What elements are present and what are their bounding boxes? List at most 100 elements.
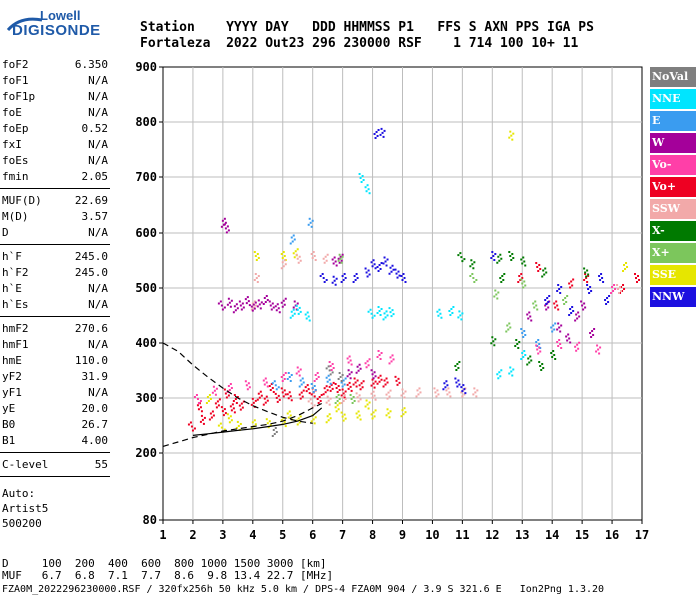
param-he: h`E N/A — [2, 282, 108, 298]
echo-mark — [367, 269, 370, 272]
echo-mark — [473, 281, 476, 283]
dashed-curve — [162, 342, 313, 424]
echo-mark — [334, 283, 337, 286]
param-value: 2.05 — [81, 170, 109, 183]
echo-mark — [263, 397, 266, 400]
echo-mark — [311, 387, 314, 389]
echo-mark — [605, 303, 608, 305]
echo-mark — [337, 257, 340, 260]
echo-mark — [350, 389, 353, 392]
echo-mark — [575, 349, 578, 352]
param-fmin: fmin 2.05 — [2, 170, 108, 186]
echo-mark — [602, 281, 605, 283]
param-key: fxI — [2, 138, 22, 151]
echo-mark — [265, 295, 268, 297]
echo-mark — [597, 348, 600, 351]
echo-mark — [329, 382, 332, 385]
y-tick-label: 300 — [135, 391, 157, 405]
echo-mark — [560, 286, 563, 288]
param-key: h`E — [2, 282, 22, 295]
echo-mark — [223, 428, 226, 431]
echo-mark — [461, 312, 464, 315]
echo-mark — [292, 306, 295, 309]
echo-mark — [548, 295, 551, 297]
echo-mark — [511, 138, 514, 141]
echo-mark — [335, 410, 338, 413]
echo-mark — [368, 401, 371, 404]
echo-mark — [356, 396, 359, 399]
echo-mark — [314, 259, 317, 261]
header-line1: Station YYYY DAY DDD HHMMSS P1 FFS S AXN… — [140, 20, 594, 35]
echo-mark — [398, 381, 401, 384]
echo-mark — [395, 379, 398, 382]
echo-mark — [456, 385, 459, 388]
echo-mark — [314, 389, 317, 391]
echo-mark — [328, 413, 331, 416]
echo-mark — [346, 375, 349, 378]
echo-mark — [569, 286, 572, 289]
echo-mark — [608, 295, 611, 297]
echo-mark — [289, 414, 292, 417]
echo-mark — [382, 318, 385, 321]
echo-mark — [265, 381, 268, 384]
echo-mark — [529, 355, 532, 358]
muf-table: D 100 200 400 600 800 1000 1500 3000 [km… — [2, 558, 333, 582]
echo-mark — [259, 307, 262, 310]
echo-mark — [241, 302, 244, 305]
echo-mark — [599, 279, 602, 281]
echo-mark — [267, 426, 270, 429]
echo-mark — [193, 396, 196, 398]
echo-mark — [215, 406, 218, 409]
echo-mark — [274, 384, 277, 387]
echo-mark — [384, 383, 387, 386]
echo-mark — [348, 381, 351, 384]
echo-mark — [492, 255, 495, 257]
echo-mark — [195, 394, 198, 396]
echo-mark — [338, 253, 341, 256]
echo-mark — [320, 394, 323, 396]
echo-mark — [233, 305, 236, 308]
echo-mark — [343, 413, 346, 416]
echo-mark — [379, 374, 382, 377]
echo-mark — [265, 395, 268, 398]
echo-mark — [400, 275, 403, 277]
echo-mark — [444, 386, 447, 389]
echo-mark — [434, 391, 437, 394]
echo-mark — [537, 339, 540, 341]
echo-mark — [502, 279, 505, 281]
echo-mark — [253, 300, 256, 303]
echo-mark — [539, 268, 542, 270]
echo-mark — [496, 297, 499, 300]
echo-mark — [494, 289, 497, 292]
echo-mark — [451, 312, 454, 314]
param-yf1: yF1 N/A — [2, 386, 108, 402]
echo-mark — [589, 332, 592, 334]
echo-mark — [257, 299, 260, 302]
station-header: Station YYYY DAY DDD HHMMSS P1 FFS S AXN… — [140, 20, 594, 52]
profile-curve — [192, 407, 323, 436]
echo-mark — [266, 399, 269, 402]
echo-mark — [583, 279, 586, 281]
echo-mark — [334, 383, 337, 385]
echo-mark — [539, 365, 542, 367]
echo-mark — [336, 400, 339, 402]
echo-mark — [253, 419, 256, 422]
echo-mark — [362, 179, 365, 181]
echo-mark — [387, 412, 390, 415]
echo-mark — [263, 297, 266, 299]
echo-mark — [545, 271, 548, 274]
echo-mark — [229, 415, 232, 418]
echo-mark — [252, 401, 255, 404]
echo-mark — [373, 133, 376, 135]
echo-mark — [260, 394, 263, 397]
echo-mark — [236, 396, 239, 398]
echo-mark — [569, 308, 572, 310]
echo-mark — [526, 363, 529, 366]
echo-mark — [310, 383, 313, 385]
x-tick-label: 1 — [159, 528, 166, 542]
echo-mark — [457, 379, 460, 382]
curves-layer — [162, 342, 323, 447]
echo-mark — [295, 253, 298, 256]
echo-mark — [415, 395, 418, 398]
echo-mark — [280, 267, 283, 270]
